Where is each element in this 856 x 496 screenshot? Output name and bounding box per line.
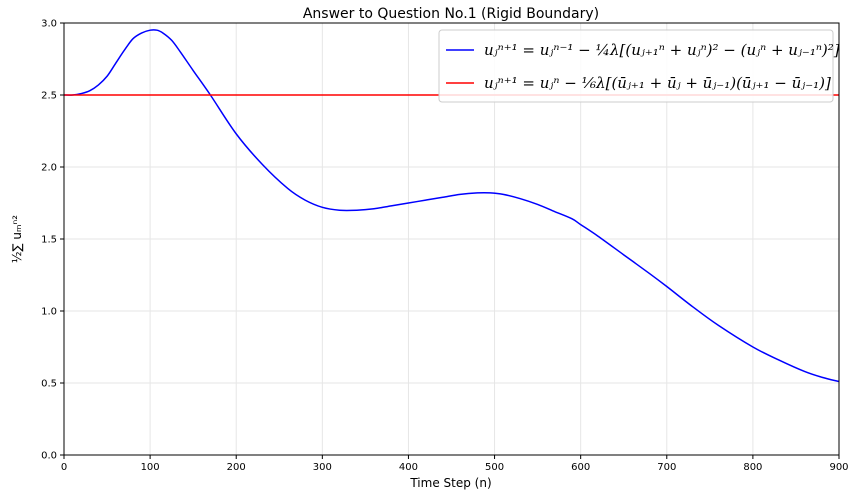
legend-label-1: uⱼⁿ⁺¹ = uⱼⁿ⁻¹ − ¼λ[(uⱼ₊₁ⁿ + uⱼⁿ)² − (uⱼⁿ…	[484, 41, 840, 59]
y-tick-label: 1.0	[41, 307, 57, 318]
x-tick-label: 300	[313, 462, 332, 473]
x-tick-label: 100	[141, 462, 160, 473]
y-tick-label: 2.5	[41, 91, 57, 102]
y-tick-label: 0.5	[41, 379, 57, 390]
x-tick-label: 600	[571, 462, 590, 473]
legend-label-2: uⱼⁿ⁺¹ = uⱼⁿ − ⅙λ[(ūⱼ₊₁ + ūⱼ + ūⱼ₋₁)(ūⱼ₊₁…	[484, 74, 831, 92]
x-tick-label: 700	[657, 462, 676, 473]
legend-box	[438, 29, 834, 103]
y-tick-label: 0.0	[41, 451, 57, 462]
x-tick-label: 500	[485, 462, 504, 473]
ticks: 0 100 200 300 400 500 600 700 800 900 0.0 0.5 1.0 1.5…	[41, 19, 848, 474]
y-tick-label: 2.0	[41, 163, 57, 174]
x-tick-label: 400	[399, 462, 418, 473]
x-tick-label: 200	[227, 462, 246, 473]
x-tick-label: 900	[829, 462, 848, 473]
x-tick-label: 0	[61, 462, 67, 473]
chart-title: Answer to Question No.1 (Rigid Boundary)	[303, 6, 599, 22]
series-line-1	[63, 29, 840, 383]
y-tick-label: 1.5	[41, 235, 57, 246]
legend: uⱼⁿ⁺¹ = uⱼⁿ⁻¹ − ¼λ[(uⱼ₊₁ⁿ + uⱼⁿ)² − (uⱼⁿ…	[438, 29, 840, 103]
x-tick-label: 800	[743, 462, 762, 473]
x-axis-label: Time Step (n)	[409, 476, 491, 490]
y-tick-label: 3.0	[41, 19, 57, 30]
y-axis-label: ½∑ uₘⁿ²	[10, 215, 24, 263]
